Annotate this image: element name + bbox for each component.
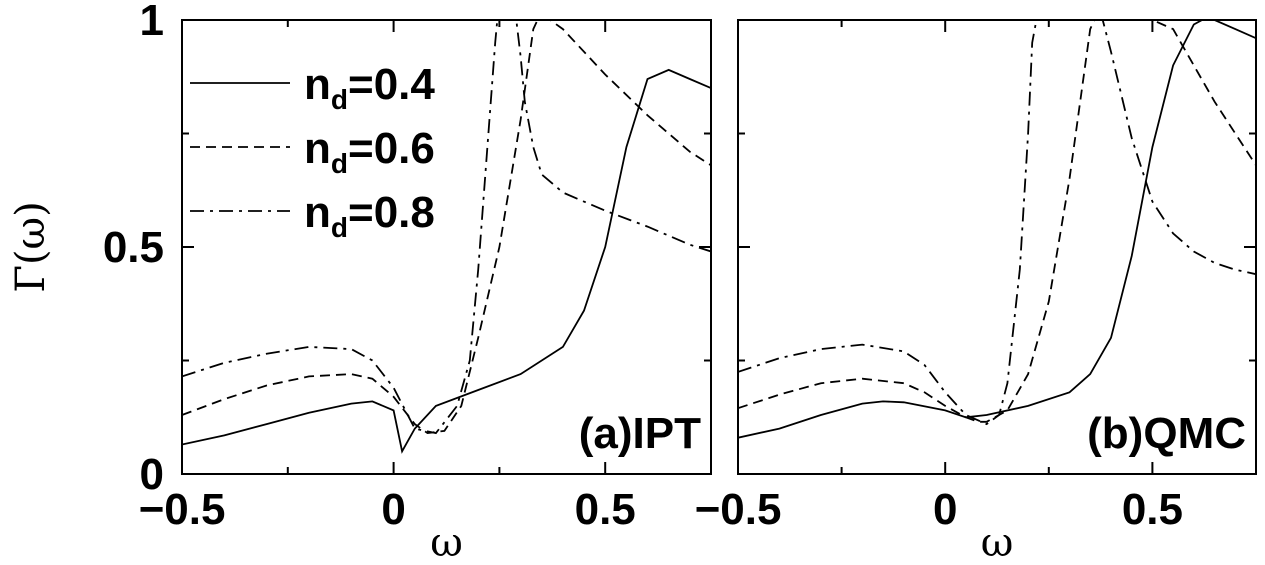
plot-frame <box>181 19 712 475</box>
x-axis-title: ω <box>430 520 463 565</box>
panel-label: (a)IPT <box>579 409 701 458</box>
series-line-nd-0-4 <box>182 68 711 454</box>
curves <box>182 20 711 454</box>
series-line-nd-0-8 <box>738 20 1256 426</box>
plot-frame <box>737 19 1257 475</box>
panel-label: (b)QMC <box>1087 409 1246 458</box>
x-axis-title: ω <box>981 520 1014 565</box>
legend: nd=0.4 nd=0.6 nd=0.8 <box>190 60 435 243</box>
panel-ipt: −0.5 0 0.500.51ωΓ(ω)(a)IPTnd=0.4nd=0.6nd=0… <box>8 0 712 565</box>
legend-label: nd=0.4 <box>304 60 435 115</box>
x-tick-label: 0.5 <box>1122 485 1183 534</box>
x-tick-label: 0 <box>933 485 957 534</box>
x-tick-label: −0.5 <box>695 485 782 534</box>
y-tick-label: 0.5 <box>103 223 164 272</box>
series-line-nd-0-4 <box>738 20 1256 439</box>
panel-qmc: −0.5 0 0.5 ω (b)QMC <box>695 19 1257 565</box>
x-tick-label: −0.5 <box>139 485 226 534</box>
x-tick-label: 0.5 <box>575 485 636 534</box>
series-line-nd-0-6 <box>738 20 1256 423</box>
legend-label: nd=0.6 <box>304 124 435 179</box>
legend-label: nd=0.8 <box>304 188 435 243</box>
series-line-nd-0-8 <box>182 20 711 435</box>
y-tick-label: 0 <box>140 450 164 499</box>
curves <box>738 20 1256 439</box>
y-axis-title: Γ(ω) <box>8 201 54 293</box>
y-tick-label: 1 <box>140 0 164 45</box>
series-line-nd-0-6 <box>182 20 711 435</box>
x-tick-label: 0 <box>381 485 405 534</box>
